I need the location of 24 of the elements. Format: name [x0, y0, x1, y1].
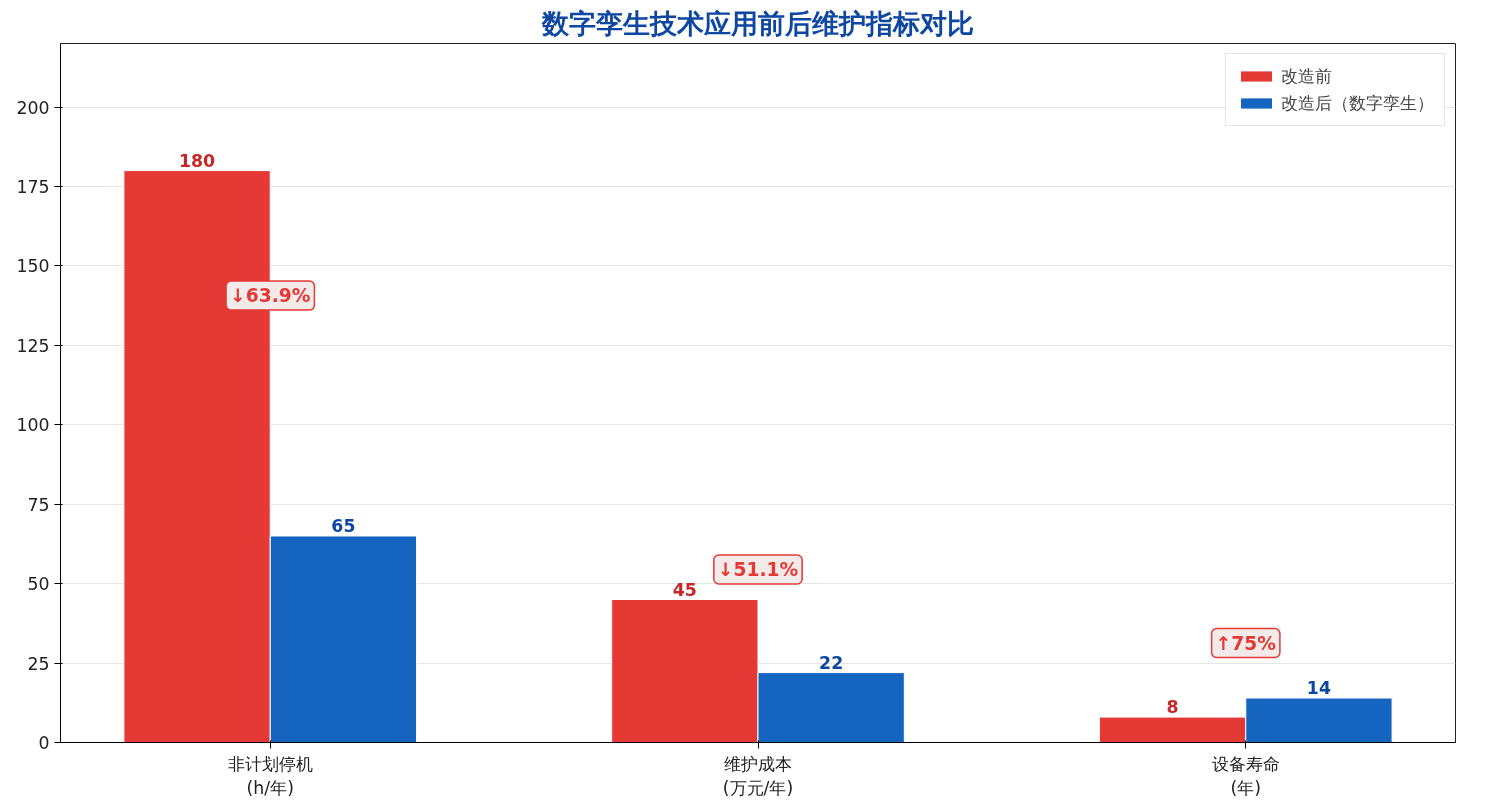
y-tick-label: 75 [27, 494, 50, 515]
y-tick-label: 125 [16, 335, 50, 356]
x-tick-label: 设备寿命 (年) [1211, 753, 1280, 798]
x-tick-label: 非计划停机 (h/年) [227, 753, 313, 798]
data-label: 22 [819, 652, 844, 673]
data-label: 8 [1166, 697, 1179, 718]
annotation: ↓63.9% [230, 285, 311, 307]
legend-label: 改造后（数字孪生） [1281, 92, 1434, 115]
data-label: 45 [672, 579, 697, 600]
y-tick-label: 50 [27, 574, 50, 595]
data-label: 14 [1306, 678, 1331, 699]
y-tick-label: 175 [16, 176, 50, 197]
y-tick-label: 0 [38, 733, 50, 753]
y-tick-label: 100 [16, 415, 50, 436]
data-label: 65 [331, 515, 356, 536]
annotation: ↓51.1% [717, 559, 799, 581]
y-tick-label: 200 [16, 97, 50, 118]
chart-title: 数字孪生技术应用前后维护指标对比 [541, 7, 974, 39]
annotation: ↑75% [1215, 632, 1277, 654]
x-tick-label: 维护成本 (万元/年) [722, 753, 794, 798]
legend-label: 改造前 [1281, 65, 1332, 88]
y-tick-label: 25 [27, 653, 50, 674]
data-label: 180 [178, 150, 216, 171]
y-tick-label: 150 [16, 256, 50, 277]
